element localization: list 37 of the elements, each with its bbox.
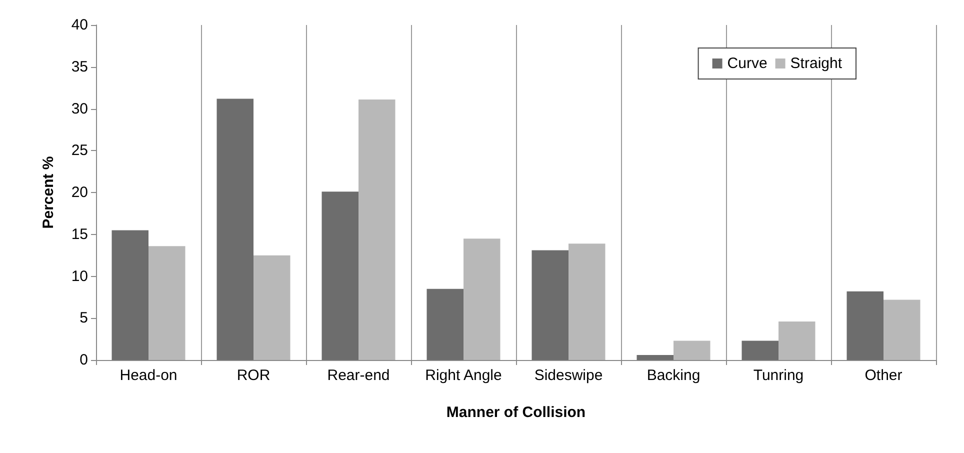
- bar: [778, 321, 816, 360]
- bar: [112, 230, 148, 360]
- bar: [846, 291, 884, 360]
- bar: [464, 238, 500, 360]
- x-tick-label: Tunring: [753, 367, 804, 384]
- bar: [148, 246, 186, 360]
- legend-label: Curve: [727, 55, 768, 72]
- legend-label: Straight: [790, 55, 843, 72]
- x-tick-label: Head-on: [120, 367, 178, 384]
- x-tick-label: ROR: [236, 367, 270, 384]
- x-tick-label: Rear-end: [327, 367, 390, 384]
- bar: [742, 340, 778, 360]
- bar: [216, 98, 254, 360]
- bar: [532, 250, 568, 360]
- y-tick-label: 20: [71, 184, 88, 201]
- bar: [426, 288, 464, 360]
- bar: [636, 354, 674, 360]
- x-axis-title: Manner of Collision: [446, 404, 586, 421]
- y-tick-label: 5: [80, 310, 88, 327]
- x-tick-label: Right Angle: [425, 367, 502, 384]
- bar: [322, 192, 358, 360]
- y-axis-title: Percent %: [40, 156, 57, 229]
- bar: [254, 255, 290, 360]
- bar: [358, 100, 396, 360]
- x-tick-label: Backing: [646, 367, 700, 384]
- bar: [884, 300, 920, 360]
- y-tick-label: 35: [71, 58, 88, 76]
- y-tick-label: 0: [80, 352, 88, 368]
- y-tick-label: 10: [71, 268, 88, 285]
- x-tick-label: Sideswipe: [534, 367, 603, 384]
- y-tick-label: 30: [71, 100, 88, 118]
- y-tick-label: 40: [71, 16, 88, 34]
- x-tick-label: Other: [864, 367, 902, 384]
- bar: [674, 340, 710, 360]
- y-tick-label: 25: [71, 142, 88, 160]
- y-tick-label: 15: [71, 226, 88, 243]
- bar: [568, 244, 606, 360]
